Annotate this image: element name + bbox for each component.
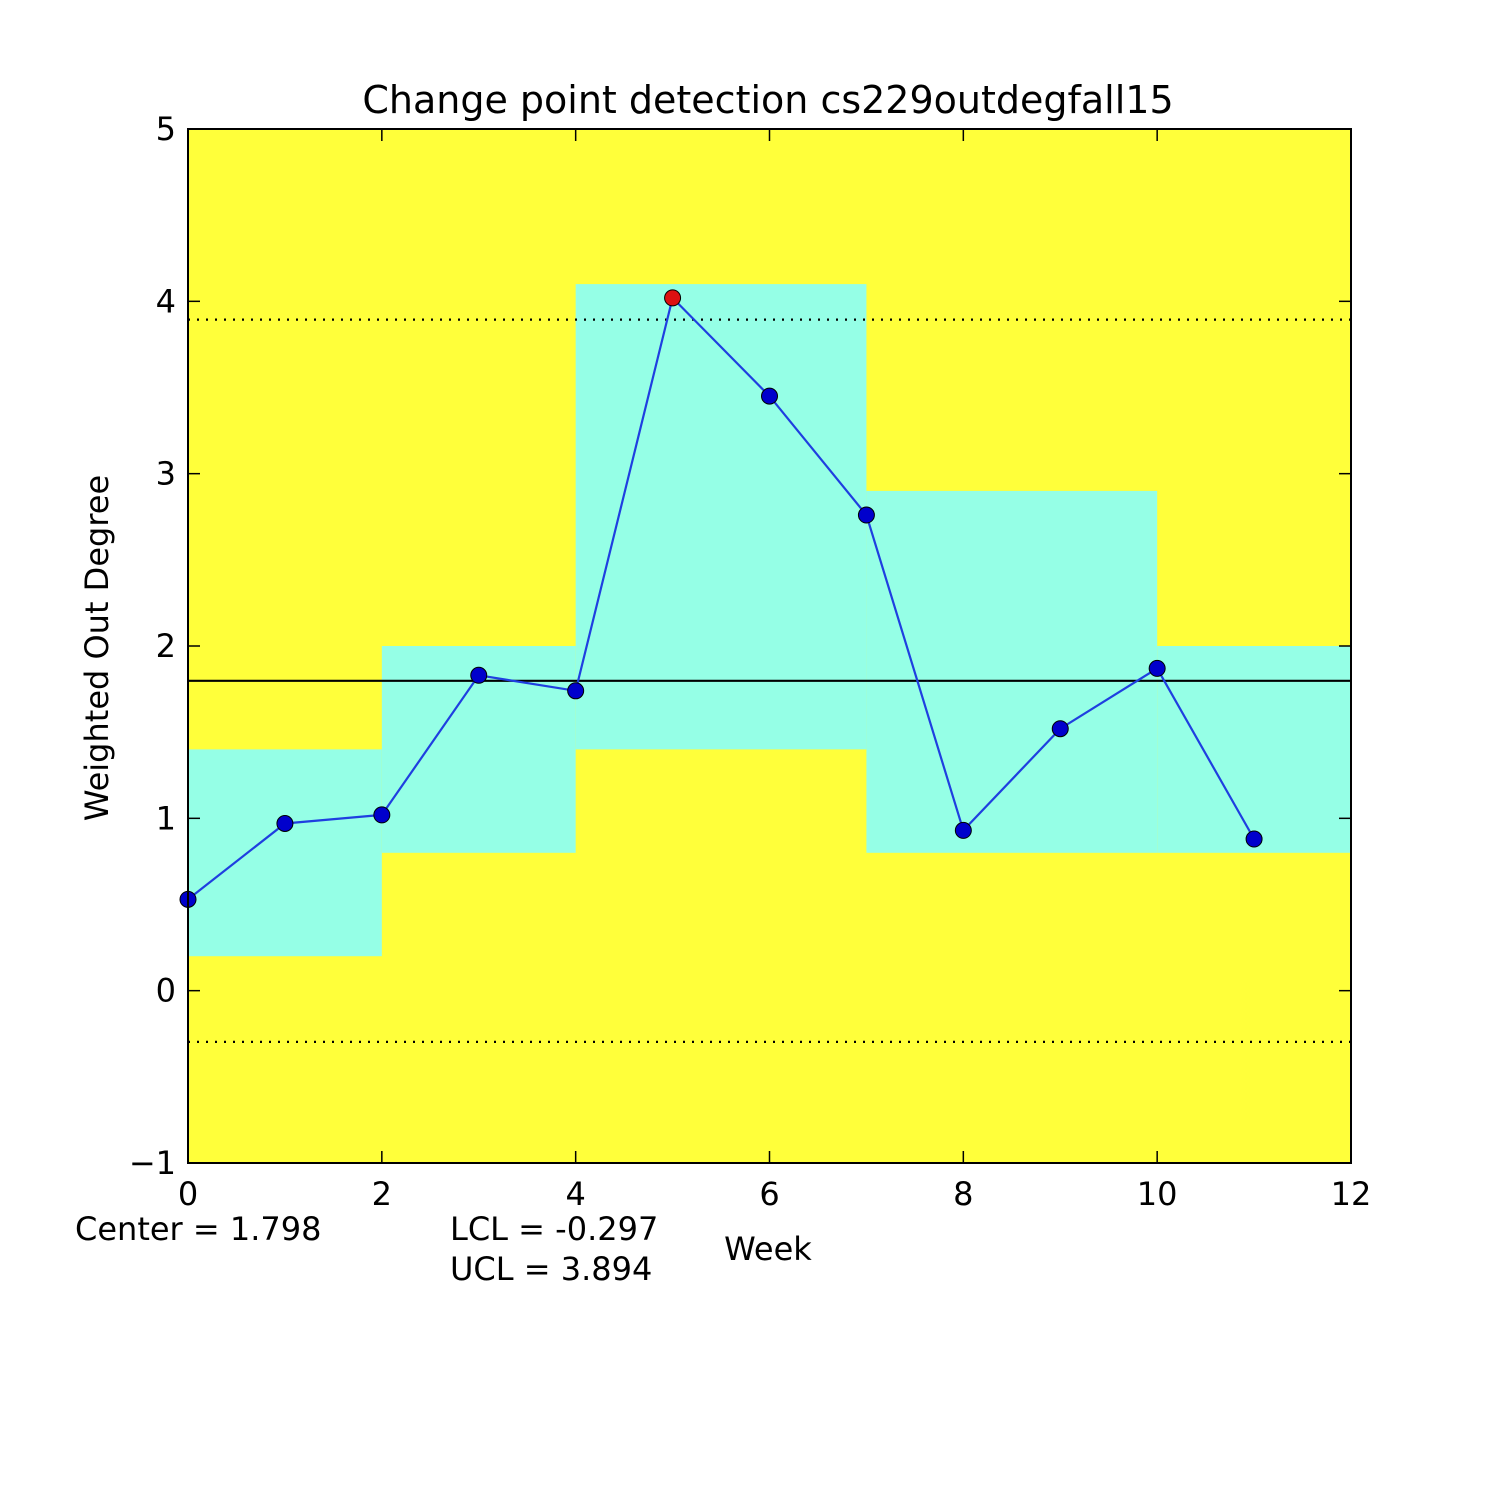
y-axis: −1 0 1 2 3 4 5 (129, 110, 1351, 1182)
band-segment-3 (866, 490, 1158, 853)
data-point (857, 506, 875, 524)
band-segment-4 (1157, 646, 1351, 853)
x-tick-label: 2 (372, 1175, 392, 1213)
data-point (1051, 720, 1069, 738)
x-tick-label: 10 (1137, 1175, 1178, 1213)
data-point (761, 387, 778, 405)
y-tick-label: 4 (156, 282, 176, 320)
lcl-value-label: LCL = -0.297 (450, 1210, 658, 1248)
center-value-label: Center = 1.798 (75, 1210, 321, 1248)
y-tick-label: 1 (156, 799, 176, 837)
data-point (954, 821, 972, 839)
y-tick-label: 3 (156, 455, 176, 493)
data-point (567, 682, 585, 700)
data-point-out-of-control (664, 289, 682, 307)
data-point (373, 806, 391, 824)
y-tick-label: 2 (156, 627, 176, 665)
ucl-value-label: UCL = 3.894 (450, 1250, 652, 1288)
reference-lines (188, 318, 1351, 1043)
y-tick-label: 0 (156, 972, 176, 1010)
x-axis: 0 2 4 6 8 10 12 (178, 129, 1372, 1213)
data-point (276, 815, 294, 833)
band-segment-0 (188, 749, 382, 957)
x-tick-label: 0 (178, 1175, 198, 1213)
chart-title: Change point detection cs229outdegfall15 (362, 78, 1173, 122)
data-point (1245, 830, 1263, 848)
series-line-0 (187, 295, 1256, 901)
y-tick-label: −1 (129, 1144, 176, 1182)
x-tick-label: 12 (1331, 1175, 1372, 1213)
x-tick-label: 6 (759, 1175, 779, 1213)
band-segment-2 (575, 284, 867, 750)
x-tick-label: 8 (953, 1175, 973, 1213)
data-point (1148, 659, 1166, 677)
x-axis-label: Week (724, 1230, 812, 1268)
y-tick-label: 5 (156, 110, 176, 148)
x-tick-label: 4 (565, 1175, 585, 1213)
y-axis-label: Weighted Out Degree (78, 475, 116, 821)
data-point (470, 666, 488, 684)
